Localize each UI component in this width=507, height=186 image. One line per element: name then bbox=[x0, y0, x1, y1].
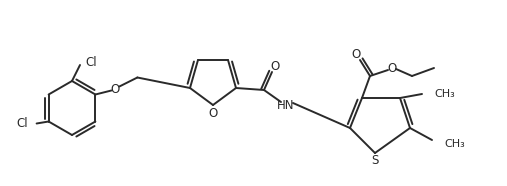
Text: O: O bbox=[270, 60, 280, 73]
Text: Cl: Cl bbox=[85, 55, 97, 68]
Text: CH₃: CH₃ bbox=[434, 89, 455, 99]
Text: O: O bbox=[111, 83, 120, 96]
Text: O: O bbox=[208, 107, 218, 119]
Text: HN: HN bbox=[277, 99, 295, 111]
Text: CH₃: CH₃ bbox=[444, 139, 465, 149]
Text: Cl: Cl bbox=[16, 117, 27, 130]
Text: O: O bbox=[351, 47, 360, 60]
Text: S: S bbox=[371, 155, 379, 168]
Text: O: O bbox=[387, 62, 396, 75]
